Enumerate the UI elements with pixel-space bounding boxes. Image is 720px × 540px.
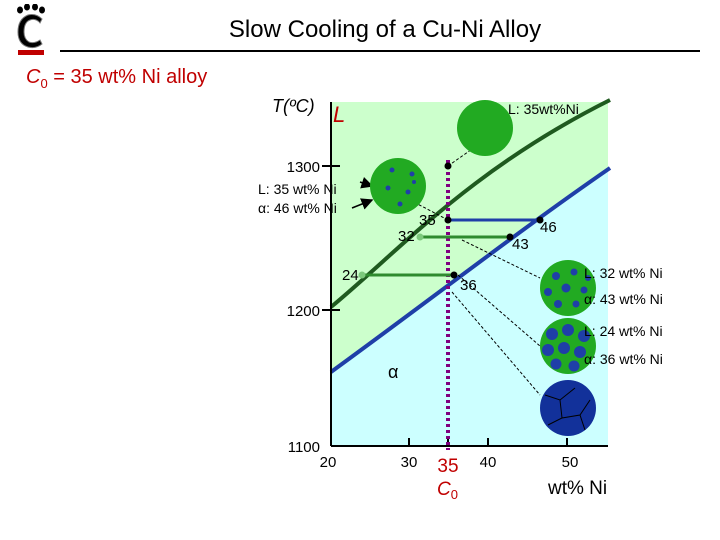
annotation-top-liquid: L: 35wt%Ni [508,101,579,117]
x-tick-label-40: 40 [480,454,497,471]
arrow-liquid-composition [359,176,374,189]
marker-label-36: 36 [460,277,477,294]
alloy-composition-text: = 35 wt% Ni alloy [47,66,208,88]
alpha-region-label: α [388,362,398,382]
y-axis-label: T(ºC) [272,96,315,116]
point-24 [358,271,366,279]
paw-icon [17,4,45,14]
point-46 [536,216,544,224]
c0-axis-label: C0 [437,479,458,502]
liquidus-line [329,98,611,309]
x-tick-label-20: 20 [320,454,337,471]
microstructure-solid-alpha [540,380,596,436]
c0-symbol: C [26,66,41,88]
annotation-first-liquid: L: 35 wt% Ni [258,181,337,197]
alloy-composition-label: C0 = 35 wt% Ni alloy [26,66,207,91]
annotation-third-liquid: L: 24 wt% Ni [584,323,663,339]
connector-middle [461,239,541,279]
c0-axis-subscript: 0 [451,487,458,502]
marker-label-43: 43 [512,236,529,253]
solid-alpha-region [331,168,608,446]
slide-title: Slow Cooling of a Cu-Ni Alloy [228,16,542,43]
x-tick-label-35: 35 [437,456,458,477]
marker-label-35: 35 [419,212,436,229]
y-tick-label-1200: 1200 [287,303,320,320]
microstructure-liquid [457,100,513,156]
point-43 [506,233,514,241]
c0-axis-symbol: C [437,479,451,500]
marker-label-32: 32 [398,228,415,245]
point-36 [450,271,458,279]
arrow-alpha-composition [351,198,374,210]
title-rule [60,50,700,52]
annotation-first-alpha: α: 46 wt% Ni [258,200,337,216]
university-logo [17,4,45,55]
annotation-third-alpha: α: 36 wt% Ni [584,351,663,367]
x-tick-label-30: 30 [401,454,418,471]
marker-label-46: 46 [540,219,557,236]
annotation-second-liquid: L: 32 wt% Ni [584,265,663,281]
annotation-second-alpha: α: 43 wt% Ni [584,291,663,307]
x-axis-label: wt% Ni [547,478,607,499]
connector-lower [457,274,541,347]
microstructure-mostly-alpha [540,318,596,374]
solidus-line [329,166,612,374]
c-letter-logo [17,14,43,49]
microstructure-growing-alpha [540,260,596,316]
liquid-region-label: L [333,102,345,127]
connector-solid [451,291,541,396]
x-tick-label-50: 50 [562,454,579,471]
microstructure-first-solid [370,158,426,214]
marker-label-24: 24 [342,267,359,284]
y-tick-label-1100: 1100 [288,439,320,456]
y-tick-label-1300: 1300 [287,159,320,176]
c0-subscript: 0 [40,76,48,91]
point-32 [416,233,424,241]
logo-red-bar [18,50,44,55]
